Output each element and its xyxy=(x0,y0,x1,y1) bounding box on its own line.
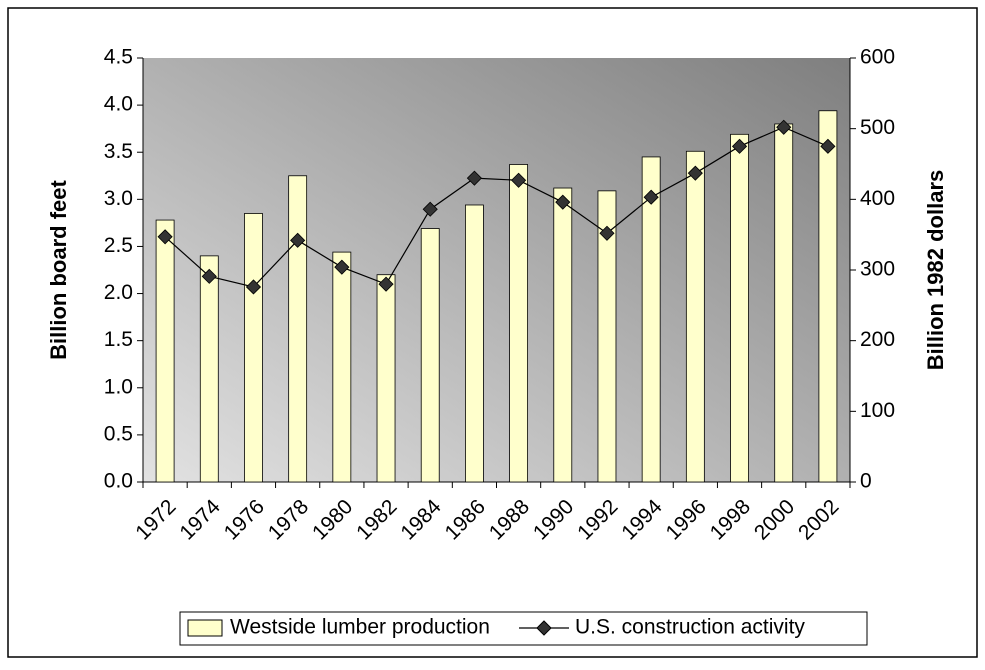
y2-tick-label: 0 xyxy=(860,470,872,493)
bar xyxy=(730,133,749,483)
y-axis-title: Billion board feet xyxy=(46,179,71,359)
legend-label: Westside lumber production xyxy=(230,616,490,639)
marker xyxy=(334,259,350,275)
legend-marker xyxy=(536,620,552,636)
y-tick-label: 0.0 xyxy=(104,470,133,493)
marker xyxy=(201,268,217,284)
y2-tick-label: 600 xyxy=(860,46,895,69)
y2-tick-label: 100 xyxy=(860,399,895,422)
y-tick-label: 1.5 xyxy=(104,328,133,351)
y-tick-label: 2.5 xyxy=(104,234,133,257)
legend-label: U.S. construction activity xyxy=(575,616,805,639)
y2-tick-label: 500 xyxy=(860,116,895,139)
marker xyxy=(157,229,173,245)
marker xyxy=(466,170,482,186)
marker xyxy=(820,138,836,154)
marker xyxy=(511,172,527,188)
y-tick-label: 2.0 xyxy=(104,281,133,304)
y-tick-label: 3.0 xyxy=(104,187,133,210)
y2-axis-title: Billion 1982 dollars xyxy=(923,170,948,371)
bar xyxy=(332,251,352,483)
bar xyxy=(465,204,484,483)
y-tick-label: 1.0 xyxy=(104,375,133,398)
marker xyxy=(599,225,615,241)
bar xyxy=(376,274,396,483)
line xyxy=(164,126,829,288)
y-tick-label: 4.5 xyxy=(104,46,133,69)
bar xyxy=(818,110,838,483)
bar xyxy=(244,213,263,483)
y-tick-label: 3.5 xyxy=(104,140,133,163)
bar xyxy=(641,156,661,483)
y2-tick-label: 400 xyxy=(860,187,895,210)
marker xyxy=(776,119,792,135)
bar xyxy=(420,228,440,483)
bar xyxy=(288,175,308,483)
y2-tick-label: 300 xyxy=(860,258,895,281)
marker xyxy=(422,201,438,217)
marker xyxy=(378,276,394,292)
legend-swatch xyxy=(187,619,223,637)
y-tick-label: 0.5 xyxy=(104,422,133,445)
bar xyxy=(509,164,528,483)
y-tick-label: 4.0 xyxy=(104,93,133,116)
marker xyxy=(290,232,306,248)
bar xyxy=(553,187,573,483)
bar xyxy=(155,219,175,483)
marker xyxy=(555,194,571,210)
marker xyxy=(687,165,703,181)
bar xyxy=(597,190,617,483)
marker xyxy=(643,189,659,205)
bar xyxy=(774,123,794,483)
marker xyxy=(731,138,748,154)
y2-tick-label: 200 xyxy=(860,328,895,351)
marker xyxy=(245,279,262,295)
bar xyxy=(199,255,219,483)
bar xyxy=(685,150,705,483)
